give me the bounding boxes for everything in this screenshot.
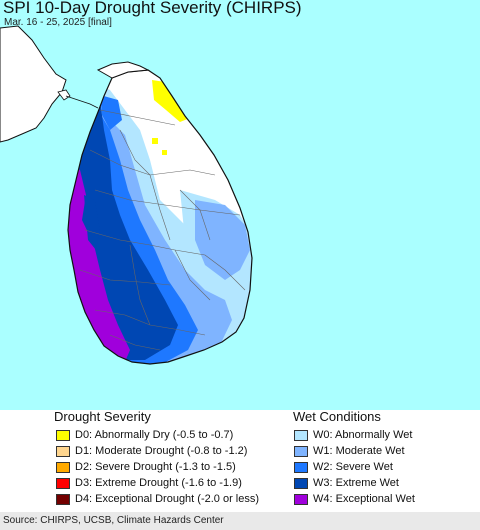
map-title: SPI 10-Day Drought Severity (CHIRPS): [3, 0, 302, 17]
swatch-w4: [294, 493, 308, 505]
source-credit: Source: CHIRPS, UCSB, Climate Hazards Ce…: [3, 515, 224, 526]
legend-label-w2: W2: Severe Wet: [313, 461, 393, 473]
legend-item-d0: D0: Abnormally Dry (-0.5 to -0.7): [56, 427, 233, 443]
india-landmass: [0, 25, 67, 143]
wet-legend-heading: Wet Conditions: [293, 409, 381, 424]
mannar-islet: [57, 89, 71, 101]
drought-map: SPI 10-Day Drought Severity (CHIRPS) Mar…: [0, 0, 480, 410]
legend-item-w4: W4: Exceptional Wet: [294, 491, 415, 507]
swatch-w2: [294, 461, 308, 473]
swatch-w0: [294, 429, 308, 441]
legend: Drought Severity Wet Conditions D0: Abno…: [0, 409, 480, 512]
legend-item-w2: W2: Severe Wet: [294, 459, 393, 475]
map-subtitle: Mar. 16 - 25, 2025 [final]: [4, 17, 112, 28]
island-fill: [68, 70, 252, 364]
legend-item-w3: W3: Extreme Wet: [294, 475, 399, 491]
swatch-w3: [294, 477, 308, 489]
swatch-d4: [56, 493, 70, 505]
jaffna-peninsula: [96, 61, 150, 79]
drought-legend-heading: Drought Severity: [54, 409, 151, 424]
legend-label-d2: D2: Severe Drought (-1.3 to -1.5): [75, 461, 236, 473]
swatch-d3: [56, 477, 70, 489]
legend-label-w3: W3: Extreme Wet: [313, 477, 399, 489]
footer: Source: CHIRPS, UCSB, Climate Hazards Ce…: [0, 512, 480, 530]
legend-item-w0: W0: Abnormally Wet: [294, 427, 412, 443]
legend-item-d2: D2: Severe Drought (-1.3 to -1.5): [56, 459, 236, 475]
sri-lanka-outline: [67, 69, 253, 365]
legend-item-d4: D4: Exceptional Drought (-2.0 or less): [56, 491, 259, 507]
legend-item-w1: W1: Moderate Wet: [294, 443, 405, 459]
legend-label-w1: W1: Moderate Wet: [313, 445, 405, 457]
legend-label-d4: D4: Exceptional Drought (-2.0 or less): [75, 493, 260, 505]
legend-label-d1: D1: Moderate Drought (-0.8 to -1.2): [75, 445, 248, 457]
legend-label-d0: D0: Abnormally Dry (-0.5 to -0.7): [75, 429, 234, 441]
legend-label-w0: W0: Abnormally Wet: [313, 429, 413, 441]
adams-bridge: [65, 95, 99, 109]
map-graphic: [0, 25, 253, 365]
swatch-d1: [56, 445, 70, 457]
legend-item-d1: D1: Moderate Drought (-0.8 to -1.2): [56, 443, 247, 459]
swatch-w1: [294, 445, 308, 457]
legend-label-d3: D3: Extreme Drought (-1.6 to -1.9): [75, 477, 242, 489]
swatch-d2: [56, 461, 70, 473]
legend-label-w4: W4: Exceptional Wet: [313, 493, 415, 505]
legend-item-d3: D3: Extreme Drought (-1.6 to -1.9): [56, 475, 242, 491]
district-boundaries: [79, 109, 246, 351]
swatch-d0: [56, 429, 70, 441]
